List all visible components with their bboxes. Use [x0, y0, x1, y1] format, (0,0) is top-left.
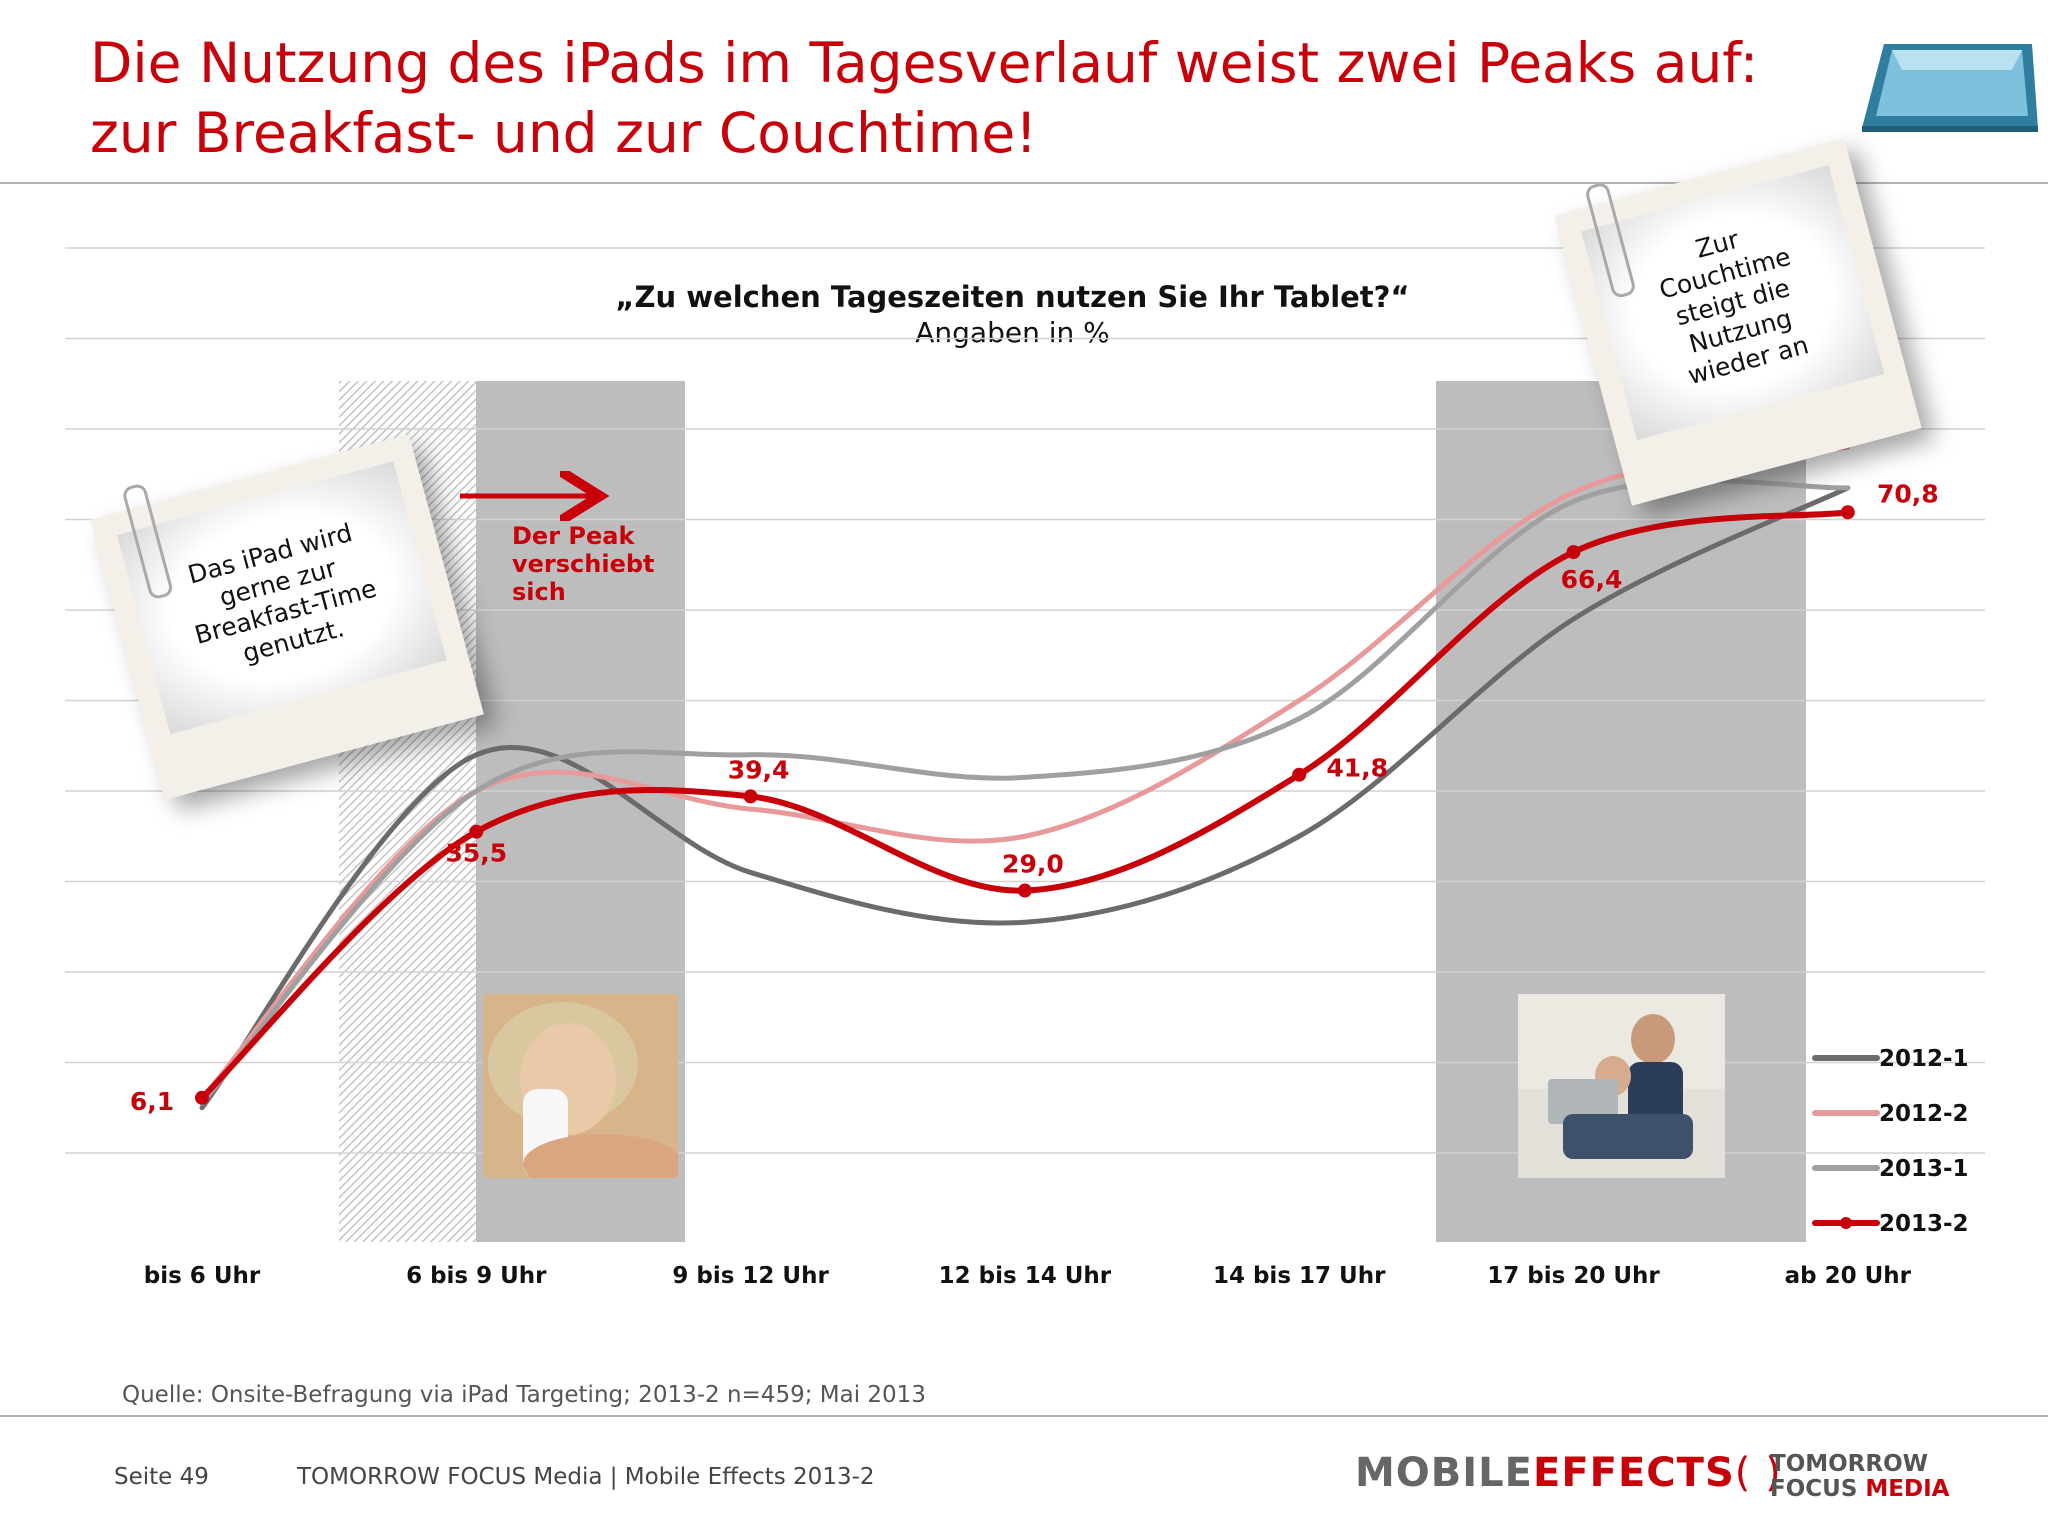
legend: 2012-1 2012-2 2013-1 2013-2 — [1812, 1046, 1969, 1237]
legend-label: 2013-1 — [1879, 1156, 1969, 1182]
data-label: 66,4 — [1561, 565, 1623, 594]
data-point — [1566, 545, 1581, 560]
page-title: Die Nutzung des iPads im Tagesverlauf we… — [90, 28, 1830, 168]
data-label: 41,8 — [1326, 754, 1388, 783]
data-point — [469, 824, 484, 839]
title-line-2: zur Breakfast- und zur Couchtime! — [90, 101, 1038, 165]
chart-unit: Angaben in % — [915, 316, 1110, 349]
x-tick-label: 6 bis 9 Uhr — [406, 1263, 547, 1289]
x-tick-label: bis 6 Uhr — [144, 1263, 261, 1289]
x-tick-label: ab 20 Uhr — [1785, 1263, 1912, 1289]
tomorrow-focus-logo: TOMORROW FOCUS MEDIA — [1770, 1451, 1950, 1502]
data-label: 39,4 — [728, 755, 790, 784]
x-tick-label: 17 bis 20 Uhr — [1487, 1263, 1660, 1289]
couple-photo — [1518, 994, 1725, 1178]
footer-company: TOMORROW FOCUS Media | Mobile Effects 20… — [297, 1464, 875, 1490]
x-tick-label: 12 bis 14 Uhr — [939, 1263, 1112, 1289]
data-point — [1840, 505, 1855, 520]
data-label: 35,5 — [445, 839, 507, 868]
legend-label: 2013-2 — [1879, 1211, 1969, 1237]
x-tick-label: 9 bis 12 Uhr — [672, 1263, 829, 1289]
page-number: Seite 49 — [114, 1464, 209, 1490]
bottom-divider — [0, 1415, 2048, 1417]
x-tick-label: 14 bis 17 Uhr — [1213, 1263, 1386, 1289]
data-point — [743, 789, 758, 804]
legend-label: 2012-1 — [1879, 1046, 1969, 1072]
series-line-2013-1 — [199, 478, 1851, 1106]
data-point — [1292, 767, 1307, 782]
data-label: 6,1 — [130, 1087, 174, 1116]
top-divider — [0, 182, 2048, 184]
line-chart: bis 6 Uhr 6 bis 9 Uhr 9 bis 12 Uhr 12 bis 1… — [65, 247, 1985, 1289]
chart-question: „Zu welchen Tageszeiten nutzen Sie Ihr T… — [615, 280, 1410, 314]
source-note: Quelle: Onsite-Befragung via iPad Target… — [122, 1382, 926, 1408]
mobile-effects-logo: MOBILEEFFECTS( ) — [1355, 1450, 1782, 1496]
peak-shift-note: Der Peak verschiebt sich — [512, 522, 655, 606]
data-point — [1017, 883, 1032, 898]
ipad-icon — [1862, 44, 2038, 132]
title-line-1: Die Nutzung des iPads im Tagesverlauf we… — [90, 31, 1759, 95]
breakfast-photo — [483, 994, 678, 1178]
couchtime-note-text: Zur Couchtime steigt die Nutzung wieder … — [1656, 224, 1812, 391]
breakfast-note-text: Das iPad wird gerne zur Breakfast-Time g… — [184, 517, 380, 669]
legend-marker — [1840, 1217, 1852, 1229]
legend-label: 2012-2 — [1879, 1101, 1969, 1127]
data-label: 29,0 — [1002, 850, 1064, 879]
data-label: 70,8 — [1877, 479, 1939, 508]
data-point — [195, 1090, 209, 1105]
series-line-2012-1 — [199, 485, 1851, 1111]
